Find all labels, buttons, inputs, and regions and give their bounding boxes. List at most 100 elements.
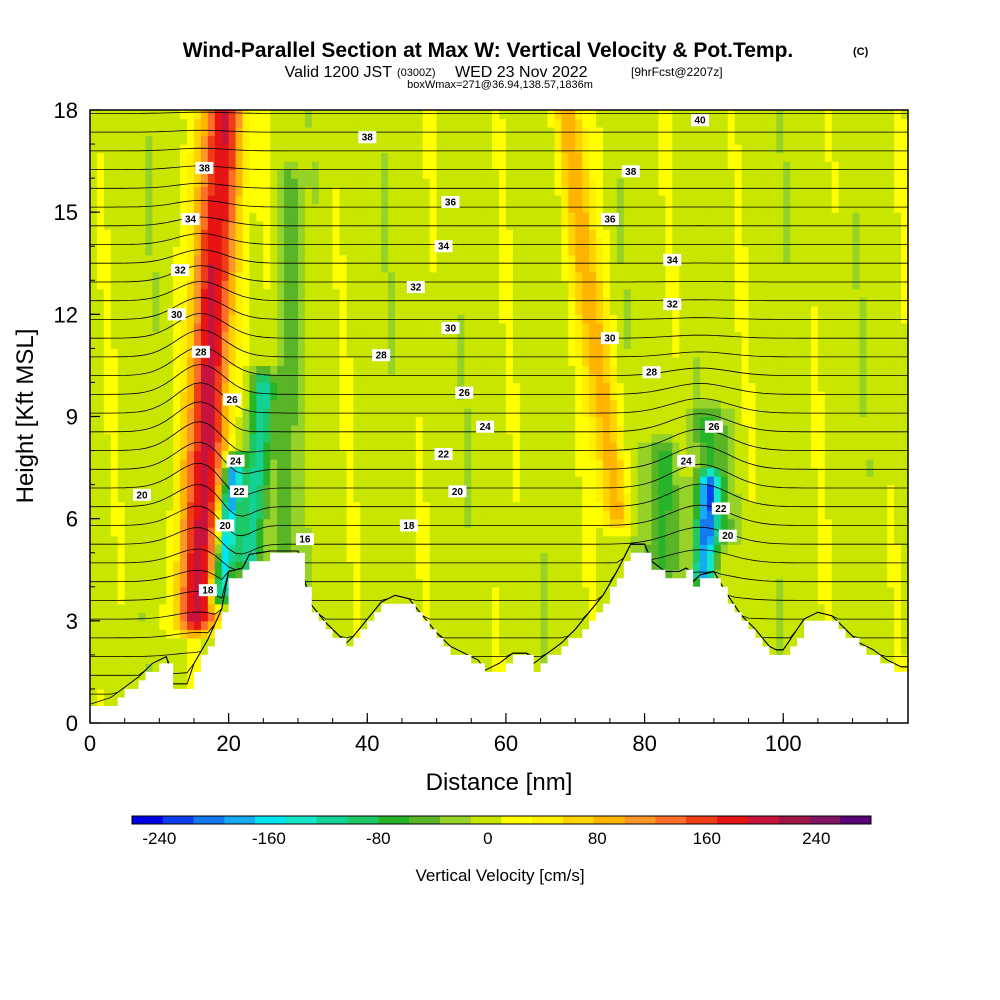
velocity-cell xyxy=(96,331,105,341)
velocity-cell xyxy=(471,382,479,392)
velocity-cell xyxy=(450,603,459,613)
velocity-cell xyxy=(325,442,334,452)
velocity-cell xyxy=(90,178,98,188)
velocity-cell xyxy=(485,510,493,520)
velocity-cell xyxy=(103,339,112,349)
velocity-cell xyxy=(124,186,133,196)
velocity-cell xyxy=(311,186,320,196)
velocity-cell xyxy=(200,152,209,162)
velocity-cell xyxy=(450,637,459,647)
velocity-cell xyxy=(166,144,174,154)
velocity-cell xyxy=(256,280,264,290)
velocity-cell xyxy=(339,254,348,264)
velocity-cell xyxy=(131,356,140,367)
velocity-cell xyxy=(131,425,140,435)
velocity-cell xyxy=(152,339,160,349)
velocity-cell xyxy=(547,442,556,452)
velocity-cell xyxy=(103,459,112,469)
velocity-cell xyxy=(96,484,105,494)
velocity-cell xyxy=(547,476,556,486)
velocity-cell xyxy=(103,331,112,341)
velocity-cell xyxy=(249,229,257,239)
velocity-cell xyxy=(554,178,562,188)
velocity-cell xyxy=(485,339,493,349)
velocity-cell xyxy=(346,612,355,622)
velocity-cell xyxy=(395,595,403,605)
velocity-cell xyxy=(90,476,98,486)
velocity-cell xyxy=(311,484,320,494)
velocity-cell xyxy=(422,271,431,281)
velocity-cell xyxy=(152,612,160,622)
velocity-cell xyxy=(415,595,424,605)
velocity-cell xyxy=(103,493,112,503)
velocity-cell xyxy=(291,144,299,154)
velocity-cell xyxy=(512,586,521,596)
velocity-cell xyxy=(96,688,105,699)
velocity-cell xyxy=(131,203,140,213)
velocity-cell xyxy=(291,110,299,120)
velocity-cell xyxy=(388,297,396,307)
velocity-cell xyxy=(138,433,147,443)
velocity-cell xyxy=(242,399,251,409)
velocity-cell xyxy=(401,314,410,324)
velocity-cell xyxy=(131,237,140,247)
velocity-cell xyxy=(367,390,375,401)
velocity-cell xyxy=(256,152,264,162)
velocity-cell xyxy=(242,416,251,426)
velocity-cell xyxy=(277,144,285,154)
velocity-cell xyxy=(173,297,181,307)
velocity-cell xyxy=(138,510,147,520)
velocity-cell xyxy=(332,135,341,145)
velocity-cell xyxy=(110,314,119,324)
velocity-cell xyxy=(270,467,278,477)
velocity-cell xyxy=(124,195,133,205)
velocity-cell xyxy=(291,535,299,545)
velocity-cell xyxy=(360,595,368,605)
velocity-cell xyxy=(221,348,230,358)
velocity-cell xyxy=(249,186,257,196)
velocity-cell xyxy=(415,195,424,205)
velocity-cell xyxy=(457,339,465,349)
velocity-cell xyxy=(117,339,126,349)
velocity-cell xyxy=(554,561,562,571)
velocity-cell xyxy=(346,382,355,392)
velocity-cell xyxy=(499,220,507,230)
velocity-cell xyxy=(471,118,479,128)
velocity-cell xyxy=(145,535,153,545)
velocity-cell xyxy=(332,322,341,332)
velocity-cell xyxy=(533,552,542,562)
velocity-cell xyxy=(159,152,167,162)
velocity-cell xyxy=(505,365,514,375)
velocity-cell xyxy=(159,314,167,324)
velocity-cell xyxy=(339,544,348,554)
velocity-cell xyxy=(457,373,465,384)
velocity-cell xyxy=(96,110,105,120)
velocity-cell xyxy=(187,322,195,332)
velocity-cell xyxy=(395,186,403,196)
velocity-cell xyxy=(540,288,549,298)
velocity-cell xyxy=(180,637,188,647)
velocity-cell xyxy=(436,356,445,367)
velocity-cell xyxy=(235,476,244,486)
velocity-cell xyxy=(200,365,209,375)
velocity-cell xyxy=(228,561,237,571)
velocity-cell xyxy=(332,195,341,205)
velocity-cell xyxy=(492,348,500,358)
velocity-cell xyxy=(131,510,140,520)
velocity-cell xyxy=(395,280,403,290)
velocity-cell xyxy=(152,178,160,188)
velocity-cell xyxy=(526,254,535,264)
velocity-cell xyxy=(103,527,112,537)
velocity-cell xyxy=(401,425,410,435)
velocity-cell xyxy=(131,195,140,205)
velocity-cell xyxy=(436,467,445,477)
velocity-cell xyxy=(429,467,438,477)
velocity-cell xyxy=(415,433,424,443)
velocity-cell xyxy=(110,578,119,588)
velocity-cell xyxy=(408,510,417,520)
velocity-cell xyxy=(561,322,569,332)
velocity-cell xyxy=(374,152,382,162)
velocity-cell xyxy=(193,297,202,307)
velocity-cell xyxy=(145,178,153,188)
velocity-cell xyxy=(110,518,119,528)
